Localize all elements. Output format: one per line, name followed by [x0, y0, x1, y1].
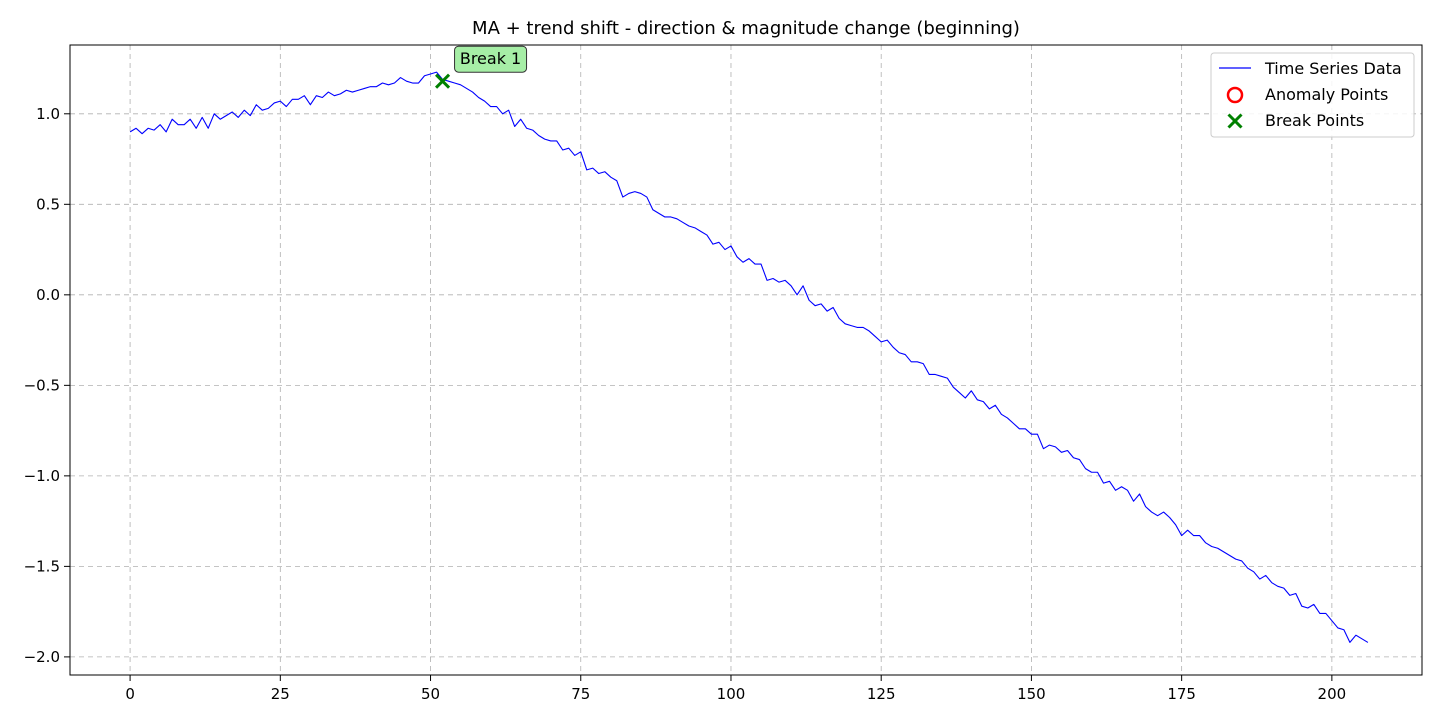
x-tick-label: 75 — [571, 685, 590, 703]
legend-box — [1210, 52, 1415, 138]
legend: Time Series Data Anomaly Points Break Poin… — [1210, 52, 1415, 138]
y-tick-label: 0.0 — [36, 286, 60, 304]
break-label: Break 1 — [454, 45, 528, 73]
break-point-marker — [434, 73, 451, 89]
y-tick-label: 0.5 — [36, 195, 60, 213]
plot-frame — [69, 44, 1423, 676]
x-tick-label: 50 — [421, 685, 440, 703]
x-tick-label: 0 — [125, 685, 135, 703]
x-tick-label: 125 — [867, 685, 896, 703]
legend-label: Time Series Data — [1264, 59, 1402, 78]
x-tick-label: 150 — [1017, 685, 1046, 703]
x-tick-label: 200 — [1318, 685, 1347, 703]
legend-label: Anomaly Points — [1265, 85, 1388, 104]
x-tick-label: 25 — [271, 685, 290, 703]
y-tick-label: −0.5 — [24, 376, 60, 394]
legend-label: Break Points — [1265, 111, 1364, 130]
chart-title: MA + trend shift - direction & magnitude… — [472, 18, 1020, 39]
x-tick-label: 175 — [1167, 685, 1196, 703]
legend-entry-anomaly: Anomaly Points — [1226, 85, 1388, 104]
series-layer — [129, 71, 1369, 643]
legend-entry-series: Time Series Data — [1219, 59, 1402, 78]
series-line — [129, 71, 1369, 643]
y-tick-label: −1.0 — [24, 467, 60, 485]
grid-lines — [70, 45, 1422, 675]
y-tick-label: −1.5 — [24, 557, 60, 575]
break-label-text: Break 1 — [460, 49, 521, 68]
y-tick-label: −2.0 — [24, 648, 60, 666]
legend-entry-break: Break Points — [1227, 111, 1364, 130]
axes: 0 25 50 75 100 125 150 175 200 1.0 0.5 0.0 −0.5 −1.0 −… — [24, 105, 1347, 703]
x-tick-label: 100 — [717, 685, 746, 703]
y-tick-label: 1.0 — [36, 105, 60, 123]
break-markers: Break 1 — [434, 45, 528, 89]
